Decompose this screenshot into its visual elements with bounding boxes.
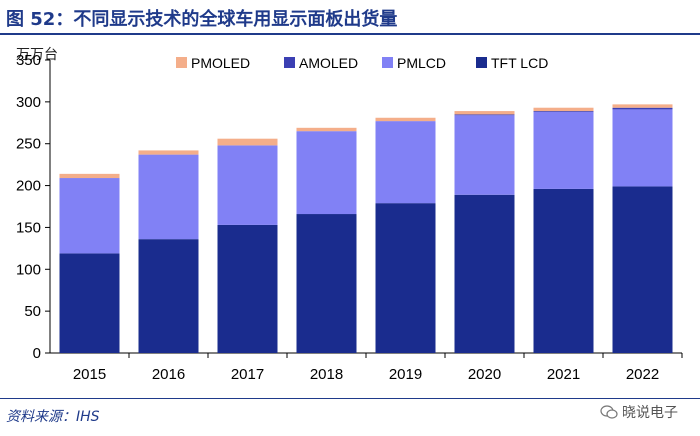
- x-tick-label: 2019: [389, 366, 422, 383]
- bar-segment: [533, 107, 594, 112]
- bar-segment: [454, 111, 515, 115]
- x-tick-label: 2015: [73, 366, 106, 383]
- bar-segment: [612, 107, 673, 110]
- bar-segment: [454, 115, 515, 195]
- legend-swatch: [476, 57, 487, 68]
- y-tick-label: 300: [16, 94, 41, 111]
- y-tick-label: 150: [16, 219, 41, 236]
- bar-segment: [59, 178, 120, 254]
- x-tick-label: 2018: [310, 366, 343, 383]
- bar-segment: [454, 114, 515, 116]
- bar-segment: [296, 127, 357, 132]
- title-bar: 图 52：不同显示技术的全球车用显示面板出货量: [0, 0, 700, 35]
- footer-divider: [0, 398, 700, 399]
- x-tick-label: 2022: [626, 366, 659, 383]
- page-title: 图 52：不同显示技术的全球车用显示面板出货量: [6, 9, 398, 30]
- bar-segment: [217, 138, 278, 146]
- legend-swatch: [176, 57, 187, 68]
- bar-segment: [296, 214, 357, 353]
- bar-segment: [138, 154, 199, 240]
- bar-segment: [296, 131, 357, 215]
- stacked-bar-chart: 0 50 100 150 200 250 300 350 2015 2016 2017 2018 201…: [16, 52, 683, 383]
- bar-segment: [375, 117, 436, 122]
- bar-segment: [217, 224, 278, 353]
- bar-segment: [375, 121, 436, 204]
- y-tick-label: 200: [16, 178, 41, 195]
- bar-segment: [375, 203, 436, 353]
- x-tick-label: 2020: [468, 366, 501, 383]
- x-tick-label: 2017: [231, 366, 264, 383]
- legend-label: PMLCD: [397, 55, 446, 71]
- legend-swatch: [284, 57, 295, 68]
- legend-label: PMOLED: [191, 55, 250, 71]
- y-tick-label: 100: [16, 261, 41, 278]
- watermark-text: 晓说电子: [622, 405, 678, 421]
- bar-segment: [217, 145, 278, 225]
- y-tick-label: 50: [24, 303, 41, 320]
- wechat-icon: [600, 405, 618, 419]
- source-note: 资料来源：IHS: [6, 409, 100, 425]
- bar-segment: [612, 109, 673, 187]
- x-tick-label: 2016: [152, 366, 185, 383]
- bar-segment: [138, 239, 199, 353]
- bar-segment: [533, 111, 594, 189]
- bar-segment: [612, 186, 673, 353]
- y-tick-label: 350: [16, 52, 41, 69]
- watermark: 晓说电子: [600, 402, 678, 422]
- legend-label: TFT LCD: [491, 55, 548, 71]
- bar-segment: [612, 104, 673, 108]
- bar-segment: [59, 253, 120, 353]
- legend-swatch: [382, 57, 393, 68]
- bar-segment: [138, 150, 199, 155]
- legend-label: AMOLED: [299, 55, 358, 71]
- bar-segment: [533, 188, 594, 353]
- bar-segment: [533, 111, 594, 112]
- title-divider: [0, 33, 700, 35]
- bar-segment: [454, 194, 515, 353]
- bar-segment: [59, 173, 120, 179]
- x-tick-label: 2021: [547, 366, 580, 383]
- y-tick-label: 250: [16, 136, 41, 153]
- y-axis-unit-label: 万万台: [16, 47, 58, 63]
- y-tick-label: 0: [33, 345, 41, 362]
